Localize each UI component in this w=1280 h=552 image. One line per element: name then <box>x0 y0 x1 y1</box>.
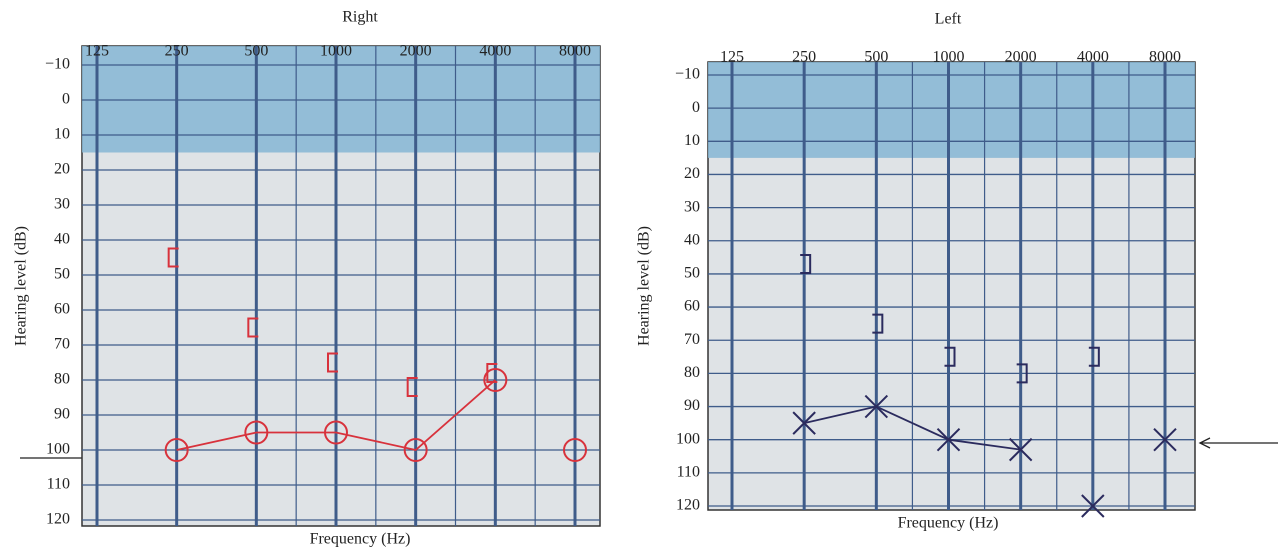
shaded-band <box>708 62 1195 158</box>
y-tick-label: 50 <box>54 266 70 283</box>
x-axis-label: Frequency (Hz) <box>898 515 999 532</box>
shaded-band <box>82 46 600 153</box>
y-axis-label: Hearing level (dB) <box>636 226 653 346</box>
x-tick-label: 250 <box>165 43 189 60</box>
marker-bracket <box>1088 346 1100 367</box>
marker-bracket <box>247 317 259 338</box>
y-tick-label: 100 <box>46 441 70 458</box>
chart: −10 0 10 20 30 40 50 60 70 80 90 100 110 120 125 250 500… <box>636 11 1196 532</box>
y-tick-label: 10 <box>684 132 700 149</box>
y-tick-label: 90 <box>54 406 70 423</box>
y-axis-label: Hearing level (dB) <box>13 226 30 346</box>
x-tick-label: 1000 <box>933 49 965 66</box>
y-tick-label: 40 <box>684 231 700 248</box>
marker-circle <box>403 438 428 462</box>
x-tick-label: 250 <box>792 49 816 66</box>
y-tick-label: 40 <box>54 231 70 248</box>
marker-cross <box>1081 494 1105 518</box>
chart: −10 0 10 20 30 40 50 60 70 80 90 100 110 120 125 250 500… <box>13 9 601 548</box>
marker-bracket <box>944 346 956 367</box>
y-tick-label: 80 <box>684 364 700 381</box>
series-line <box>176 379 496 451</box>
marker-bracket <box>486 363 498 383</box>
marker-cross <box>1008 437 1033 462</box>
marker-bracket <box>406 377 418 397</box>
marker-circle <box>563 438 587 462</box>
marker-bracket <box>872 313 884 334</box>
y-tick-label: 70 <box>684 331 700 348</box>
x-tick-label: 500 <box>864 49 888 66</box>
chart-title: Left <box>935 11 962 28</box>
y-tick-label: 80 <box>54 371 70 388</box>
y-tick-label: 0 <box>62 91 70 108</box>
x-tick-label: 8000 <box>559 43 591 60</box>
x-tick-label: 2000 <box>400 43 432 60</box>
series-line <box>803 405 1021 451</box>
marker-bracket <box>1016 363 1028 384</box>
y-tick-label: 120 <box>676 497 700 514</box>
marker-circle <box>164 438 189 462</box>
y-tick-label: −10 <box>45 56 70 73</box>
x-tick-label: 8000 <box>1149 49 1181 66</box>
y-tick-label: −10 <box>675 66 700 83</box>
y-tick-label: 30 <box>54 196 70 213</box>
arrow-left <box>1198 437 1278 449</box>
marker-bracket <box>327 352 338 373</box>
marker-bracket <box>167 247 179 268</box>
marker-cross <box>936 427 961 452</box>
marker-circle <box>244 420 269 445</box>
y-tick-label: 20 <box>54 161 70 178</box>
y-tick-label: 0 <box>692 99 700 116</box>
y-tick-label: 90 <box>684 397 700 414</box>
x-tick-label: 2000 <box>1005 49 1037 66</box>
y-tick-label: 110 <box>677 464 700 481</box>
y-tick-label: 10 <box>54 126 70 143</box>
x-tick-label: 125 <box>85 43 109 60</box>
y-tick-label: 120 <box>46 511 70 528</box>
y-tick-label: 60 <box>54 301 70 318</box>
marker-cross <box>864 394 889 419</box>
marker-circle <box>324 420 348 445</box>
x-tick-label: 500 <box>244 43 268 60</box>
y-tick-label: 60 <box>684 298 700 315</box>
x-tick-label: 4000 <box>479 43 511 60</box>
marker-bracket <box>800 253 812 274</box>
y-tick-label: 110 <box>47 476 70 493</box>
y-tick-label: 70 <box>54 336 70 353</box>
x-tick-label: 4000 <box>1077 49 1109 66</box>
y-tick-label: 30 <box>684 198 700 215</box>
chart-title: Right <box>342 9 378 26</box>
y-tick-label: 50 <box>684 265 700 282</box>
x-tick-label: 1000 <box>320 43 352 60</box>
x-axis-label: Frequency (Hz) <box>310 531 411 548</box>
x-tick-label: 125 <box>720 49 744 66</box>
marker-cross <box>792 411 816 435</box>
marker-circle <box>483 368 508 392</box>
marker-cross <box>1153 427 1177 452</box>
y-tick-label: 100 <box>676 430 700 447</box>
y-tick-label: 20 <box>684 165 700 182</box>
